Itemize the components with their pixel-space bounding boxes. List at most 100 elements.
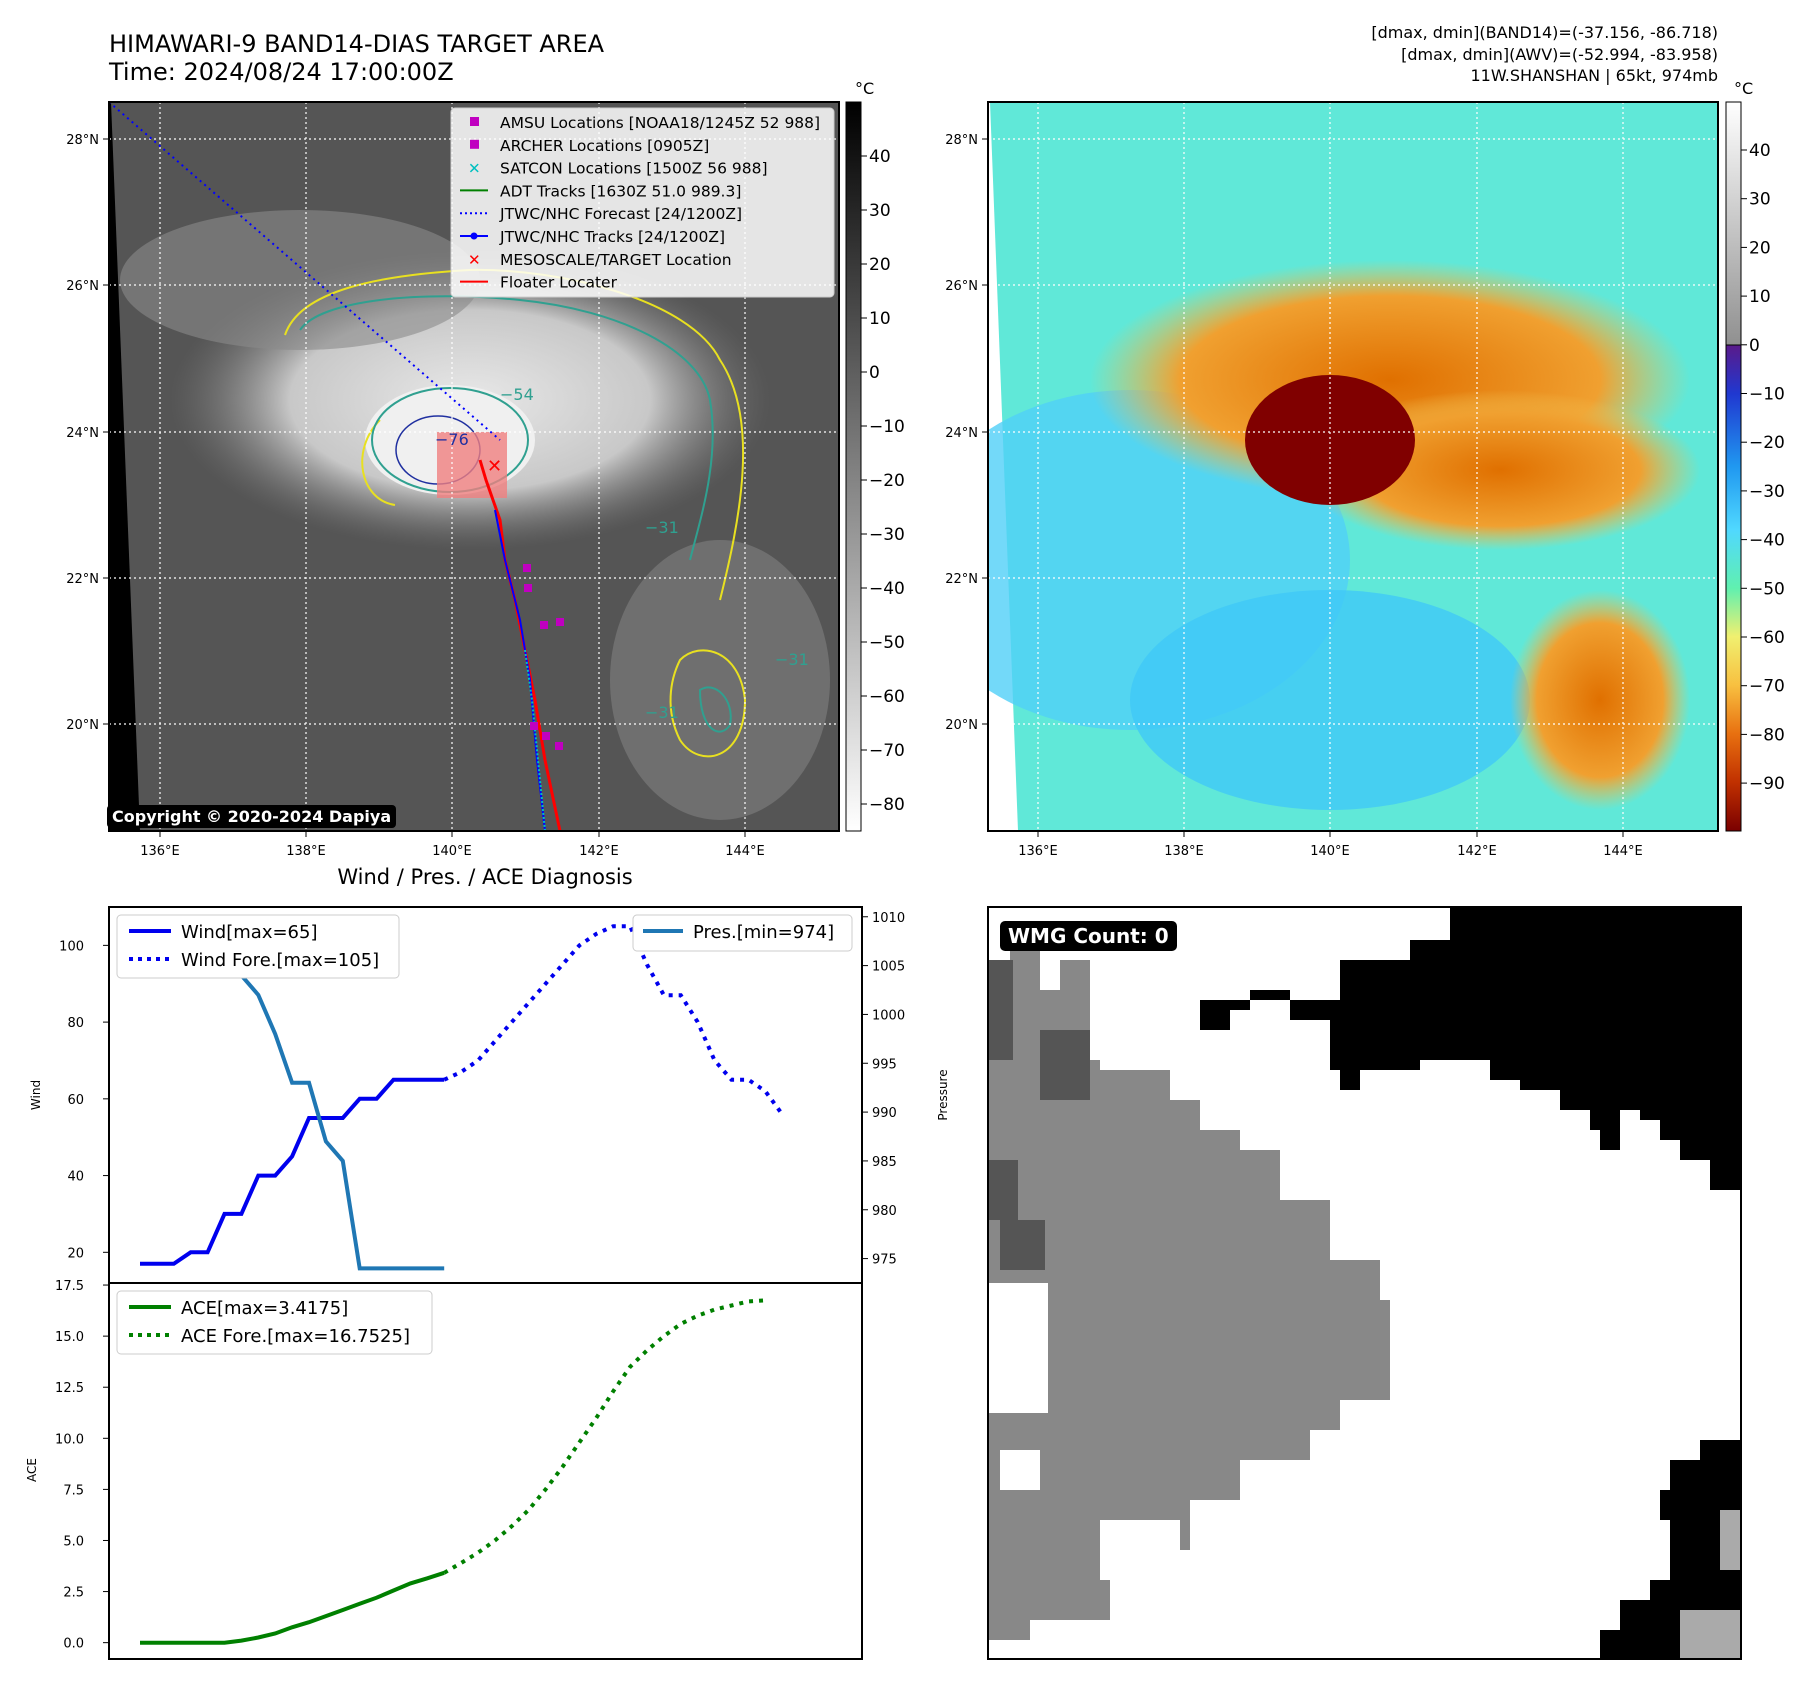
wind-tick-label: 40 [67, 1170, 84, 1185]
legend-label-pressure: Pres.[min=974] [693, 922, 834, 943]
wind-axis-label: Wind [29, 1080, 43, 1110]
enh-colorbar-tick: 40 [1749, 141, 1771, 161]
copyright-label: Copyright © 2020-2024 Dapiya [107, 805, 397, 828]
wind-legend: Wind[max=65] Wind Fore.[max=105] [116, 914, 400, 979]
amsu-markers [523, 564, 564, 750]
lon-tick-label: 142°E [579, 844, 619, 859]
legend-label: ADT Tracks [1630Z 51.0 989.3] [500, 182, 741, 200]
enh-colorbar-tick: −70 [1749, 677, 1785, 697]
wind-tick-label: 80 [67, 1016, 84, 1031]
stats-band14: [dmax, dmin](BAND14)=(-37.156, -86.718) [1371, 23, 1718, 42]
wind-tick-label: 100 [59, 939, 84, 954]
ir-colorbar-tick: −60 [869, 687, 905, 707]
enh-colorbar-tick: −10 [1749, 385, 1785, 405]
legend-label: AMSU Locations [NOAA18/1245Z 52 988] [500, 114, 820, 132]
legend-label: SATCON Locations [1500Z 56 988] [500, 160, 768, 178]
ir-colorbar [845, 101, 862, 832]
ace-legend: ACE[max=3.4175] ACE Fore.[max=16.7525] [116, 1290, 433, 1355]
ir-colorbar-tick: −80 [869, 795, 905, 815]
lon-tick-label: 136°E [1018, 844, 1058, 859]
wind-tick-label: 60 [67, 1093, 84, 1108]
pressure-legend: Pres.[min=974] [632, 914, 853, 952]
wmg-panel [988, 907, 1741, 1659]
pressure-tick-label: 1010 [872, 911, 905, 926]
target-area-box [437, 432, 507, 498]
legend-label: JTWC/NHC Tracks [24/1200Z] [499, 228, 725, 246]
svg-text:✕: ✕ [468, 251, 481, 269]
legend-label-wind-fore: Wind Fore.[max=105] [181, 950, 379, 971]
lat-tick-label: 24°N [66, 426, 99, 441]
enh-colorbar-tick: −30 [1749, 482, 1785, 502]
lat-tick-label: 26°N [945, 279, 978, 294]
legend-label-ace: ACE[max=3.4175] [181, 1298, 348, 1319]
pressure-tick-label: 1005 [872, 960, 905, 975]
ir-colorbar-tick: −40 [869, 579, 905, 599]
ir-colorbar-tick: −70 [869, 741, 905, 761]
ir-colorbar-tick: 30 [869, 201, 891, 221]
ir-colorbar-unit: °C [855, 79, 874, 98]
pressure-tick-label: 975 [872, 1253, 897, 1268]
pressure-tick-label: 1000 [872, 1008, 905, 1023]
legend-item: ✕ MESOSCALE/TARGET Location [468, 251, 732, 269]
figure-time: Time: 2024/08/24 17:00:00Z [108, 58, 454, 86]
enh-colorbar-tick: 10 [1749, 287, 1771, 307]
contour-label: −31 [645, 518, 679, 537]
enh-colorbar-tick: −40 [1749, 531, 1785, 551]
lon-tick-label: 142°E [1457, 844, 1497, 859]
enh-colorbar-top [1725, 101, 1742, 346]
legend-item: Floater Locater [460, 274, 618, 292]
lat-tick-label: 20°N [66, 718, 99, 733]
enh-colorbar-tick: 20 [1749, 238, 1771, 258]
lat-tick-label: 20°N [945, 718, 978, 733]
enh-colorbar-tick: −90 [1749, 774, 1785, 794]
ace-tick-label: 5.0 [63, 1534, 84, 1549]
storm-info: 11W.SHANSHAN | 65kt, 974mb [1470, 66, 1718, 85]
enh-colorbar-tick: −20 [1749, 433, 1785, 453]
ir-colorbar-tick: −50 [869, 633, 905, 653]
legend-label-wind: Wind[max=65] [181, 922, 318, 943]
ir-colorbar-tick: −10 [869, 417, 905, 437]
svg-text:✕: ✕ [468, 160, 481, 178]
enh-colorbar-bottom [1725, 344, 1742, 832]
lat-tick-label: 22°N [66, 572, 99, 587]
series-line-wind [140, 1077, 445, 1266]
pressure-tick-label: 995 [872, 1057, 897, 1072]
series-line-wind-forecast [443, 924, 784, 1116]
jtwc-forecast-track [109, 102, 501, 441]
ace-tick-label: 10.0 [55, 1432, 84, 1447]
lon-tick-label: 140°E [1310, 844, 1350, 859]
ace-axis-label: ACE [25, 1458, 39, 1482]
ir-colorbar-tick: −20 [869, 471, 905, 491]
ir-map-frame [108, 101, 840, 832]
legend-item: ARCHER Locations [0905Z] [470, 137, 709, 155]
pressure-tick-label: 990 [872, 1106, 897, 1121]
series-line-ace [140, 1570, 445, 1645]
satcon-track [524, 649, 546, 831]
pressure-axis-label: Pressure [936, 1069, 950, 1120]
contour-label: −31 [775, 650, 809, 669]
legend-label: Floater Locater [500, 274, 618, 292]
pressure-tick-label: 985 [872, 1155, 897, 1170]
lon-tick-label: 136°E [140, 844, 180, 859]
ace-tick-label: 7.5 [63, 1483, 84, 1498]
enh-colorbar-tick: −50 [1749, 579, 1785, 599]
lon-tick-label: 138°E [286, 844, 326, 859]
ace-tick-label: 17.5 [55, 1279, 84, 1294]
enh-colorbar-tick: −60 [1749, 628, 1785, 648]
ace-tick-label: 0.0 [63, 1637, 84, 1652]
ir-colorbar-tick: 10 [869, 309, 891, 329]
ace-tick-label: 12.5 [55, 1381, 84, 1396]
legend-label-ace-fore: ACE Fore.[max=16.7525] [181, 1326, 410, 1347]
lon-tick-label: 144°E [1603, 844, 1643, 859]
enh-colorbar-tick: −80 [1749, 725, 1785, 745]
series-line-ace-forecast [443, 1298, 766, 1575]
ace-tick-label: 2.5 [63, 1586, 84, 1601]
ir-colorbar-tick: −30 [869, 525, 905, 545]
contour-label: −76 [435, 430, 469, 449]
legend-label: JTWC/NHC Forecast [24/1200Z] [499, 205, 742, 223]
lat-tick-label: 24°N [945, 426, 978, 441]
enhanced-map [988, 102, 1718, 831]
enhanced-map-frame [987, 101, 1719, 832]
figure-title: HIMAWARI-9 BAND14-DIAS TARGET AREA [109, 30, 605, 58]
ir-colorbar-tick: 40 [869, 147, 891, 167]
